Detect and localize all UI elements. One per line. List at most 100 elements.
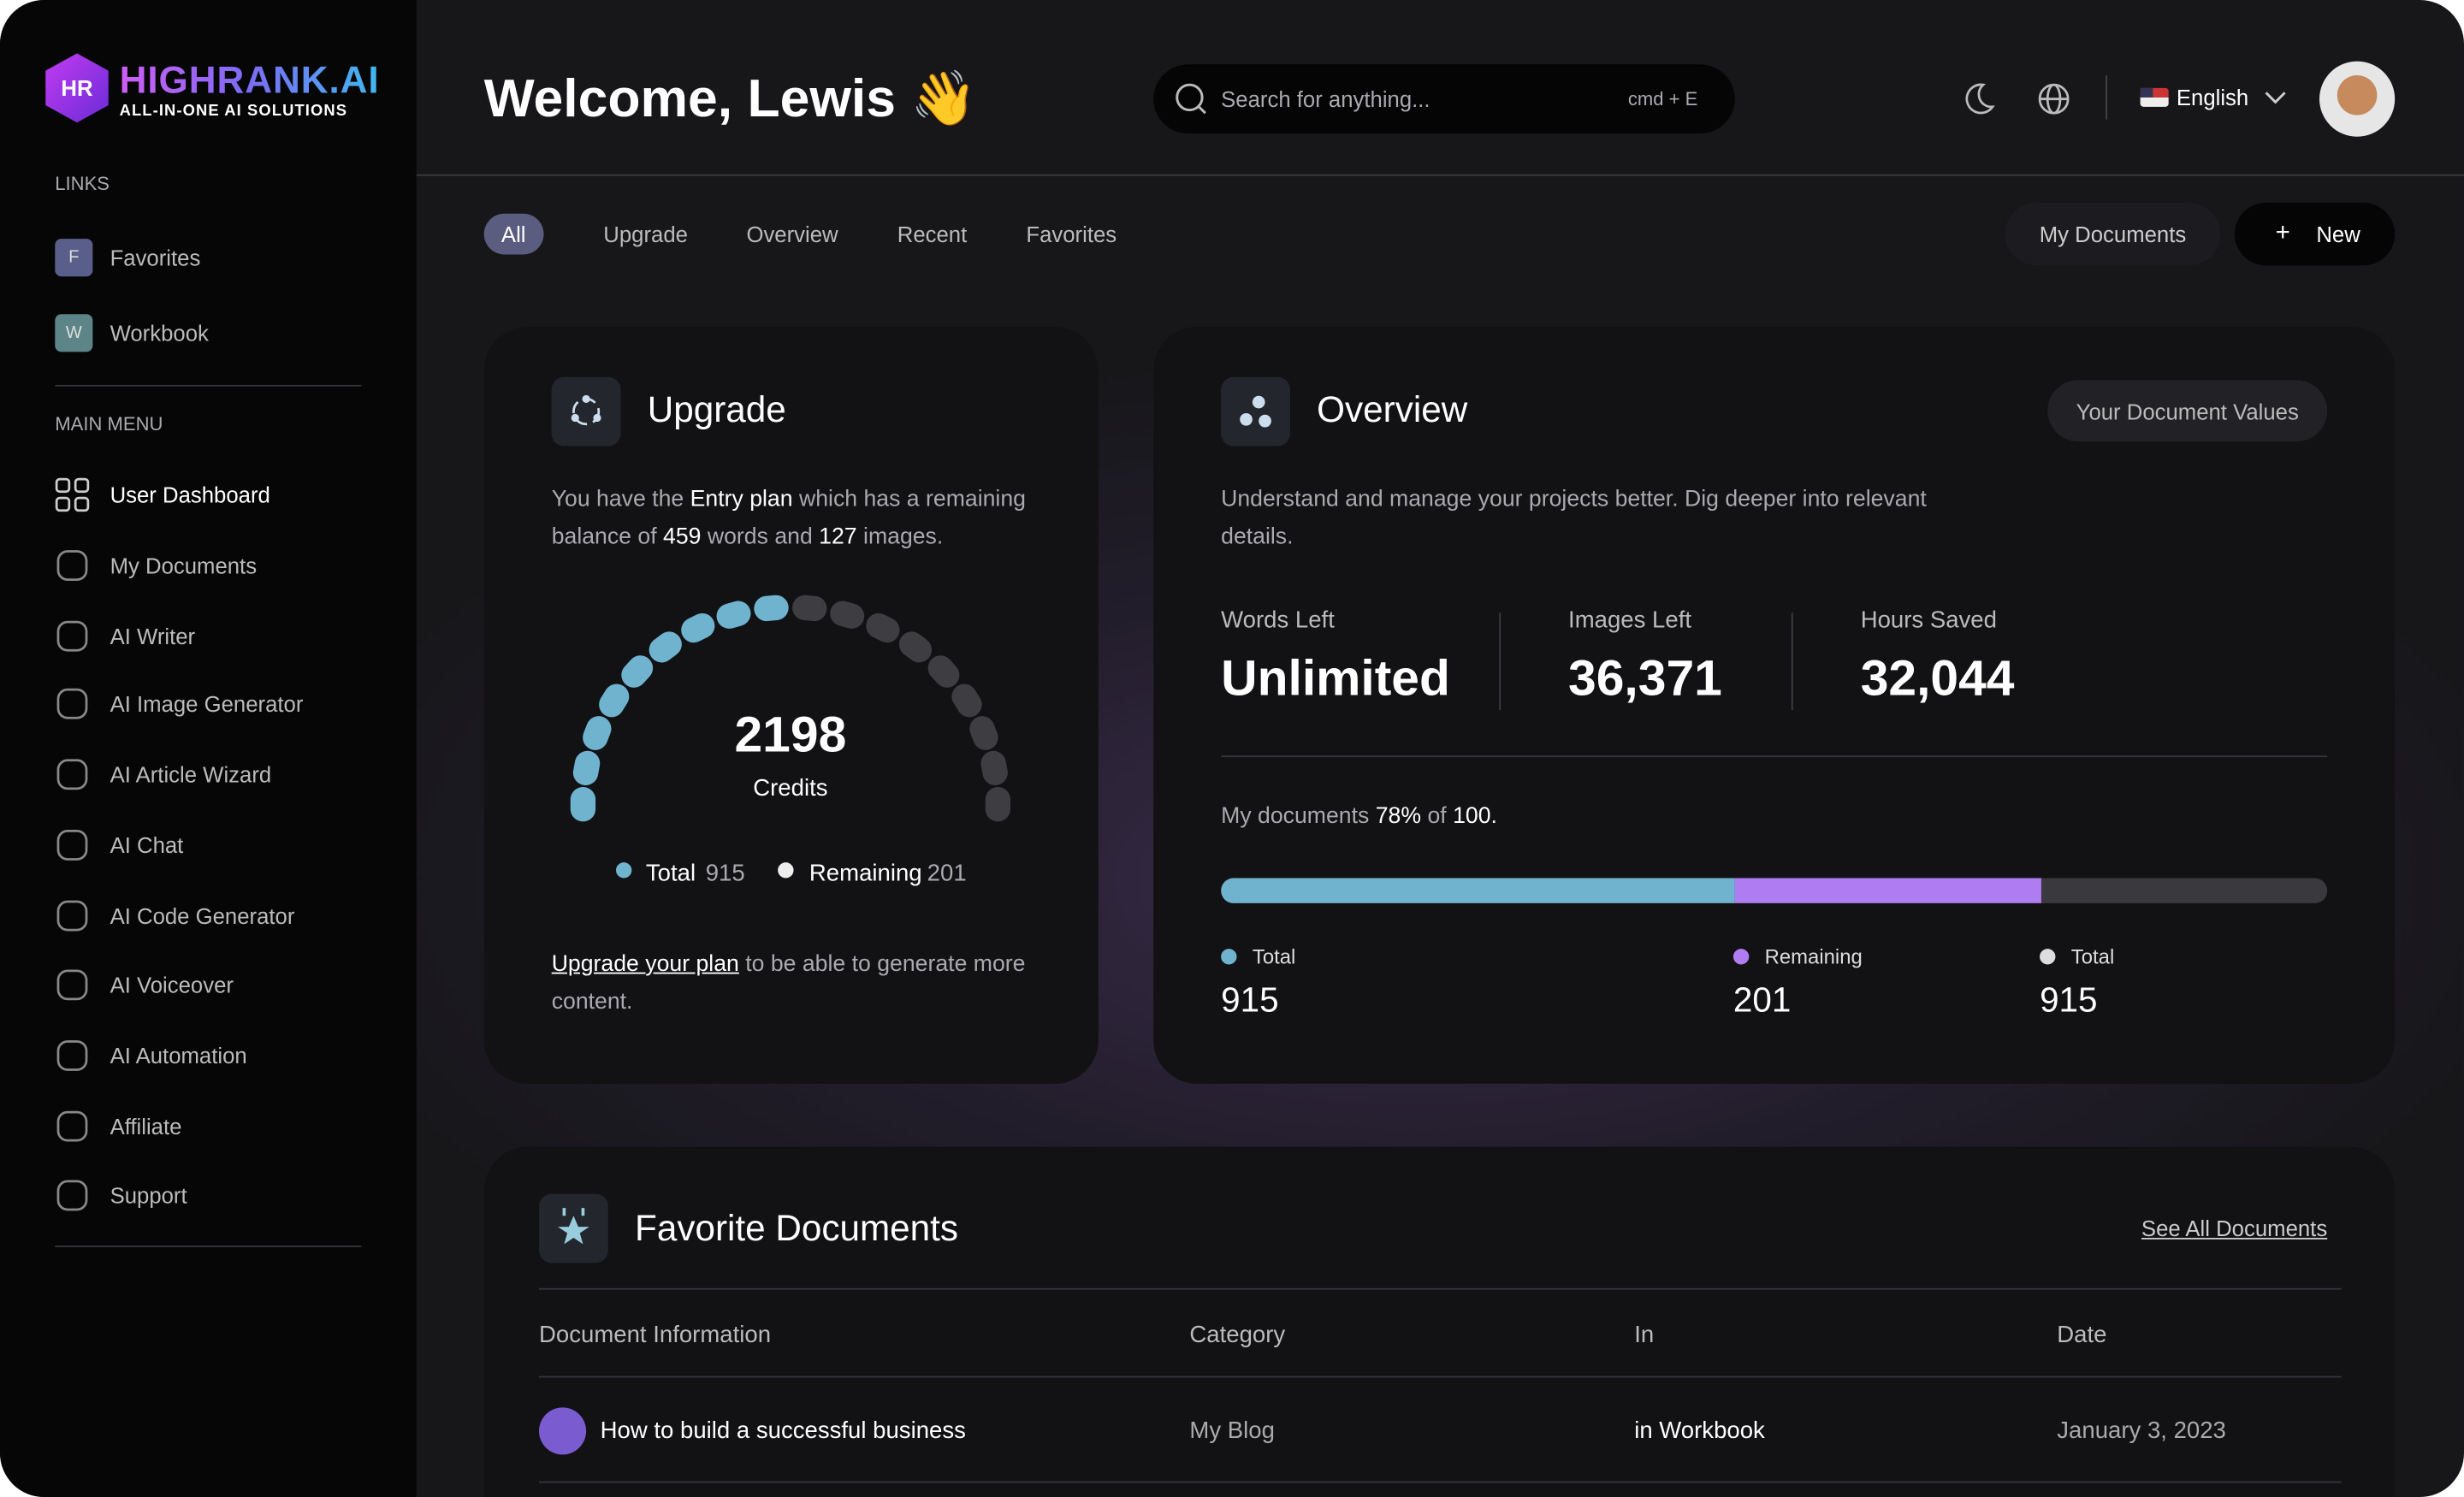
doc-icon xyxy=(538,1407,587,1455)
menu-item[interactable]: My Documents xyxy=(110,553,258,578)
greeting-text: Welcome, Lewis xyxy=(483,68,896,129)
link-label[interactable]: Workbook xyxy=(110,320,209,346)
legend-dot xyxy=(615,862,632,879)
favorites-card: Favorite Documents See All Documents Doc… xyxy=(483,1146,2396,1497)
document-values-button[interactable]: Your Document Values xyxy=(2047,380,2328,442)
gauge-dot xyxy=(716,601,751,629)
search-bar[interactable]: Search for anything... cmd + E xyxy=(1153,64,1735,134)
text: to be able to generate more content. xyxy=(551,951,1026,1015)
legend-value: 201 xyxy=(1732,979,1792,1020)
tab[interactable]: Recent xyxy=(897,221,968,247)
legend-value: 915 xyxy=(705,860,745,887)
menu-heading: MAIN MENU xyxy=(55,412,163,435)
menu-item[interactable]: AI Chat xyxy=(110,832,184,858)
menu-icon xyxy=(56,1040,88,1071)
menu-icon xyxy=(56,830,88,861)
menu-icon xyxy=(56,1180,88,1211)
globe-icon[interactable] xyxy=(2036,81,2070,115)
plan: Entry plan xyxy=(690,487,793,512)
divider xyxy=(1499,612,1502,711)
gauge-dot xyxy=(969,716,998,750)
table-cell[interactable]: How to build a successful business xyxy=(600,1417,966,1445)
search-icon xyxy=(1176,83,1206,115)
description: Understand and manage your projects bett… xyxy=(1221,487,1927,550)
gauge-dot xyxy=(898,631,933,663)
max: 100. xyxy=(1453,804,1497,830)
divider xyxy=(55,1246,362,1248)
legend-dot xyxy=(1732,949,1750,965)
legend-value: 915 xyxy=(1221,979,1279,1020)
logo-icon: HR xyxy=(45,53,109,123)
brand-name: HIGHRANK.AI xyxy=(119,59,380,103)
gauge-label: Credits xyxy=(753,775,828,802)
legend-label: Remaining xyxy=(1764,944,1863,969)
upgrade-link[interactable]: Upgrade your plan xyxy=(551,951,739,978)
words: 459 xyxy=(663,524,702,550)
menu-item[interactable]: AI Code Generator xyxy=(110,902,295,929)
button-label: New xyxy=(2316,221,2360,247)
menu-item[interactable]: AI Writer xyxy=(110,624,196,649)
gauge-dot xyxy=(980,750,1008,785)
tab[interactable]: Overview xyxy=(746,221,838,247)
column-header: In xyxy=(1634,1322,1655,1349)
my-documents-button[interactable]: My Documents xyxy=(2005,202,2221,266)
text: of xyxy=(1427,804,1447,830)
menu-item[interactable]: Support xyxy=(110,1182,187,1209)
see-all-link[interactable]: See All Documents xyxy=(2141,1216,2328,1241)
search-placeholder: Search for anything... xyxy=(1221,86,1430,112)
menu-item[interactable]: Affiliate xyxy=(110,1113,182,1139)
link-label[interactable]: Favorites xyxy=(110,245,201,270)
divider xyxy=(538,1376,2342,1378)
avatar[interactable] xyxy=(2319,61,2396,137)
tab[interactable]: All xyxy=(483,213,543,255)
gauge-dot xyxy=(621,655,654,688)
images: 127 xyxy=(819,524,857,550)
menu-item[interactable]: AI Automation xyxy=(110,1043,247,1068)
tab[interactable]: Upgrade xyxy=(603,221,688,247)
gauge-dot xyxy=(599,683,630,718)
menu-icon xyxy=(56,550,88,581)
menu-icon xyxy=(56,969,88,1001)
menu-icon xyxy=(56,759,88,790)
search-shortcut: cmd + E xyxy=(1627,87,1698,110)
chevron[interactable] xyxy=(2265,90,2287,105)
divider xyxy=(538,1481,2342,1483)
table-cell: My Blog xyxy=(1189,1417,1275,1445)
stat-label: Images Left xyxy=(1568,606,1692,634)
stat-value: 36,371 xyxy=(1568,649,1722,707)
text: images. xyxy=(863,524,944,550)
new-button[interactable]: + New xyxy=(2234,202,2396,266)
menu-icon xyxy=(55,477,90,512)
gauge-dot xyxy=(583,716,612,750)
menu-icon xyxy=(56,688,88,719)
percent: 78% xyxy=(1375,804,1422,830)
gauge-dot xyxy=(570,786,596,822)
upgrade-note: Upgrade your plan to be able to generate… xyxy=(552,945,1039,1021)
language[interactable]: English xyxy=(2176,85,2249,110)
divider xyxy=(2106,75,2108,120)
stat-value: 32,044 xyxy=(1860,649,2015,707)
menu-item[interactable]: User Dashboard xyxy=(110,482,270,508)
menu-item[interactable]: AI Image Generator xyxy=(110,690,304,717)
tab[interactable]: Favorites xyxy=(1026,221,1117,247)
column-header: Category xyxy=(1189,1322,1286,1349)
table-cell: in Workbook xyxy=(1634,1417,1765,1445)
legend-label: Remaining xyxy=(808,860,922,887)
text: which has a remaining balance of xyxy=(551,487,1026,550)
sidebar: HR HIGHRANK.AI ALL-IN-ONE AI SOLUTIONS L… xyxy=(0,0,417,1497)
gauge-dot xyxy=(866,612,900,643)
menu-item[interactable]: AI Voiceover xyxy=(110,972,234,998)
legend-value: 201 xyxy=(927,860,967,887)
theme-toggle[interactable] xyxy=(1961,81,1995,115)
menu-item[interactable]: AI Article Wizard xyxy=(110,761,272,787)
text: You have the xyxy=(551,487,684,512)
emoji: 👋 xyxy=(910,68,978,129)
progress-bar xyxy=(1221,878,2328,903)
gauge-dot xyxy=(681,612,715,643)
legend-label: Total xyxy=(2070,944,2115,969)
plan-text: You have the Entry plan which has a rema… xyxy=(552,481,1039,556)
legend-label: Total xyxy=(1252,944,1296,969)
menu-icon xyxy=(56,900,88,932)
